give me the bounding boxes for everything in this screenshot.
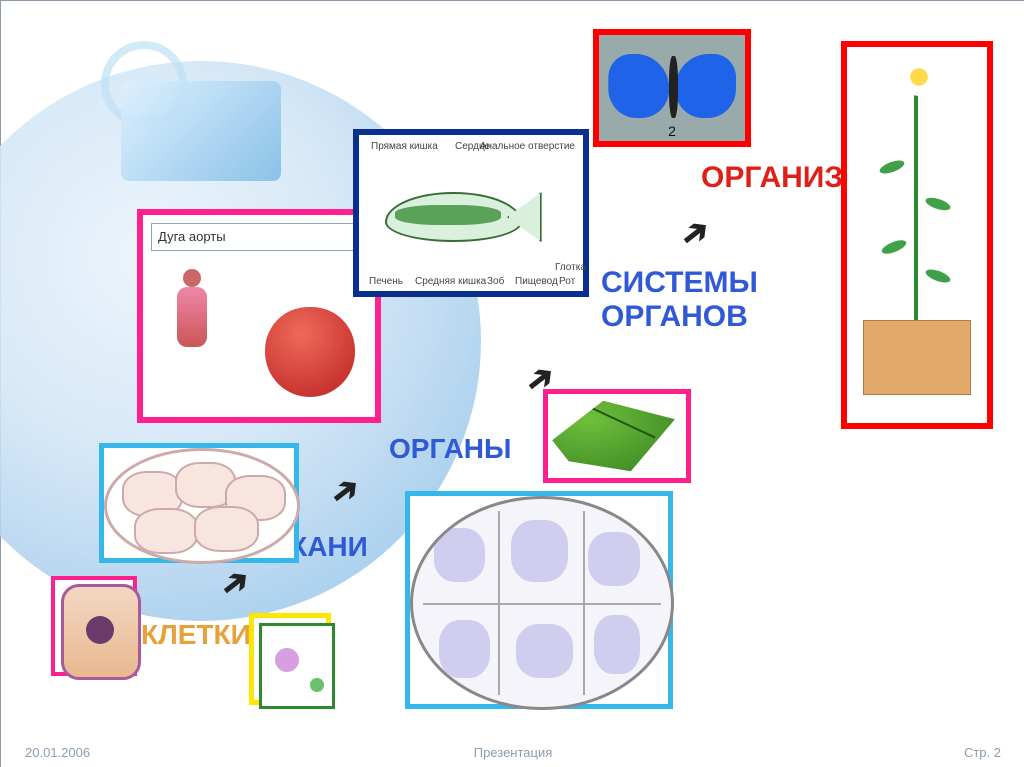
box-animal-tissue bbox=[99, 443, 299, 563]
fish-label-4: Средняя кишка bbox=[415, 276, 486, 287]
plant-tissue-icon bbox=[410, 496, 674, 710]
footer-title: Презентация bbox=[1, 745, 1024, 760]
fish-label-0: Прямая кишка bbox=[371, 141, 438, 152]
label-cells: КЛЕТКИ bbox=[141, 619, 251, 651]
box-plant-cell bbox=[249, 613, 331, 705]
label-systems: СИСТЕМЫ ОРГАНОВ bbox=[601, 266, 758, 334]
background-panel bbox=[121, 81, 281, 181]
fish-label-3: Печень bbox=[369, 276, 403, 287]
fish-label-5: Зоб bbox=[487, 276, 504, 287]
animal-cell-icon bbox=[61, 584, 141, 680]
plant-diagram-icon bbox=[853, 53, 981, 417]
arrow-4: ➔ bbox=[672, 208, 719, 257]
box-heart: Дуга аорты bbox=[137, 209, 381, 423]
fish-label-8: Глотка bbox=[555, 262, 586, 273]
box-butterfly: 2 bbox=[593, 29, 751, 147]
footer-page: Стр. 2 bbox=[964, 745, 1001, 760]
box-animal-cell bbox=[51, 576, 137, 676]
heart-icon bbox=[265, 307, 355, 397]
butterfly-icon: 2 bbox=[599, 35, 745, 141]
plant-cell-icon bbox=[259, 623, 335, 709]
butterfly-caption: 2 bbox=[599, 123, 745, 139]
label-organs: ОРГАНЫ bbox=[389, 433, 511, 465]
human-body-icon bbox=[161, 269, 221, 359]
epithelium-icon bbox=[104, 448, 300, 564]
slide: КЛЕТКИ ТКАНИ ОРГАНЫ СИСТЕМЫ ОРГАНОВ ОРГА… bbox=[0, 0, 1024, 767]
leaf-icon bbox=[548, 394, 686, 478]
heart-caption: Дуга аорты bbox=[151, 223, 367, 251]
fish-diagram-icon bbox=[375, 159, 545, 269]
box-leaf bbox=[543, 389, 691, 483]
box-plant-tissue bbox=[405, 491, 673, 709]
box-fish-system: Прямая кишка Сердце Анальное отверстие П… bbox=[353, 129, 589, 297]
box-plant-organism bbox=[841, 41, 993, 429]
fish-label-6: Пищевод bbox=[515, 276, 558, 287]
fish-label-7: Рот bbox=[559, 276, 575, 287]
fish-label-2: Анальное отверстие bbox=[480, 141, 575, 152]
